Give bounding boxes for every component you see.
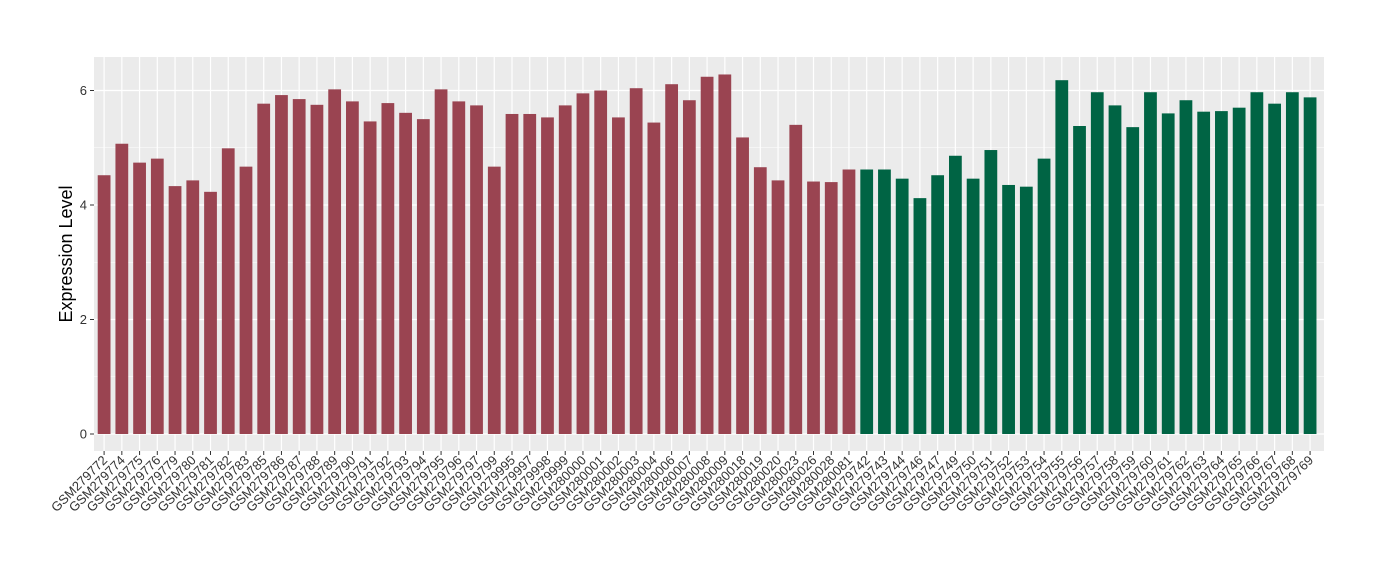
bar bbox=[416, 119, 430, 435]
bar bbox=[275, 95, 288, 434]
bar bbox=[1126, 127, 1140, 434]
bar bbox=[505, 113, 519, 434]
x-axis: GSM279772GSM279774GSM279775GSM279776GSM2… bbox=[48, 451, 1316, 515]
bar bbox=[913, 198, 927, 434]
bar bbox=[363, 121, 377, 435]
bar bbox=[1197, 111, 1211, 435]
bar bbox=[1285, 92, 1299, 434]
bar bbox=[1108, 105, 1122, 434]
bar bbox=[1232, 107, 1246, 435]
bar bbox=[541, 117, 554, 434]
bar bbox=[452, 101, 466, 434]
bar bbox=[1002, 184, 1015, 434]
bar bbox=[629, 88, 643, 435]
bar bbox=[807, 181, 820, 434]
bar bbox=[1179, 100, 1193, 434]
bar bbox=[682, 100, 696, 434]
bar bbox=[204, 191, 217, 434]
bar bbox=[1303, 97, 1317, 435]
bar bbox=[399, 112, 412, 434]
bar bbox=[718, 74, 732, 434]
bar bbox=[1268, 103, 1281, 435]
bar bbox=[523, 113, 537, 434]
bar bbox=[824, 182, 838, 434]
bar bbox=[966, 178, 980, 434]
bars bbox=[97, 74, 1317, 435]
bar bbox=[133, 162, 146, 434]
bar bbox=[186, 180, 200, 434]
bar bbox=[1250, 92, 1264, 434]
bar bbox=[558, 105, 572, 434]
bar bbox=[487, 166, 501, 434]
bar bbox=[665, 84, 679, 434]
bar bbox=[1144, 92, 1157, 434]
bar bbox=[239, 166, 253, 434]
bar bbox=[789, 124, 803, 434]
bar bbox=[700, 76, 714, 434]
bar bbox=[1055, 80, 1069, 434]
y-tick-label: 6 bbox=[80, 83, 87, 98]
bar bbox=[346, 101, 359, 434]
bar bbox=[115, 143, 129, 435]
bar bbox=[736, 137, 749, 434]
bar bbox=[381, 103, 395, 434]
bar bbox=[221, 148, 235, 434]
bar bbox=[931, 175, 945, 435]
bar bbox=[328, 89, 342, 435]
bar bbox=[753, 167, 767, 434]
y-axis: 0 2 4 6 bbox=[80, 83, 94, 442]
bar bbox=[576, 93, 590, 435]
bar bbox=[878, 169, 891, 434]
bar bbox=[612, 117, 625, 434]
bar bbox=[470, 105, 483, 434]
bar bbox=[1215, 111, 1228, 435]
bar bbox=[895, 178, 909, 434]
bar bbox=[842, 169, 856, 434]
bar bbox=[97, 175, 111, 435]
y-tick-label: 4 bbox=[80, 198, 87, 213]
bar bbox=[594, 90, 608, 434]
bar bbox=[949, 155, 962, 434]
y-axis-title: Expression Level bbox=[56, 185, 76, 322]
bar bbox=[1161, 113, 1175, 435]
bar bbox=[292, 99, 306, 434]
bar bbox=[310, 104, 324, 434]
bar bbox=[1019, 186, 1033, 434]
bar bbox=[434, 89, 448, 435]
bar bbox=[168, 186, 182, 434]
bar bbox=[1090, 92, 1104, 434]
bar bbox=[150, 158, 164, 434]
bar bbox=[647, 122, 661, 434]
bar bbox=[984, 150, 998, 435]
bar bbox=[1037, 158, 1051, 434]
bar bbox=[257, 103, 271, 435]
y-tick-label: 2 bbox=[80, 312, 87, 327]
y-tick-label: 0 bbox=[80, 427, 87, 442]
bar bbox=[1073, 126, 1086, 434]
bar bbox=[860, 169, 874, 434]
bar bbox=[771, 180, 785, 434]
